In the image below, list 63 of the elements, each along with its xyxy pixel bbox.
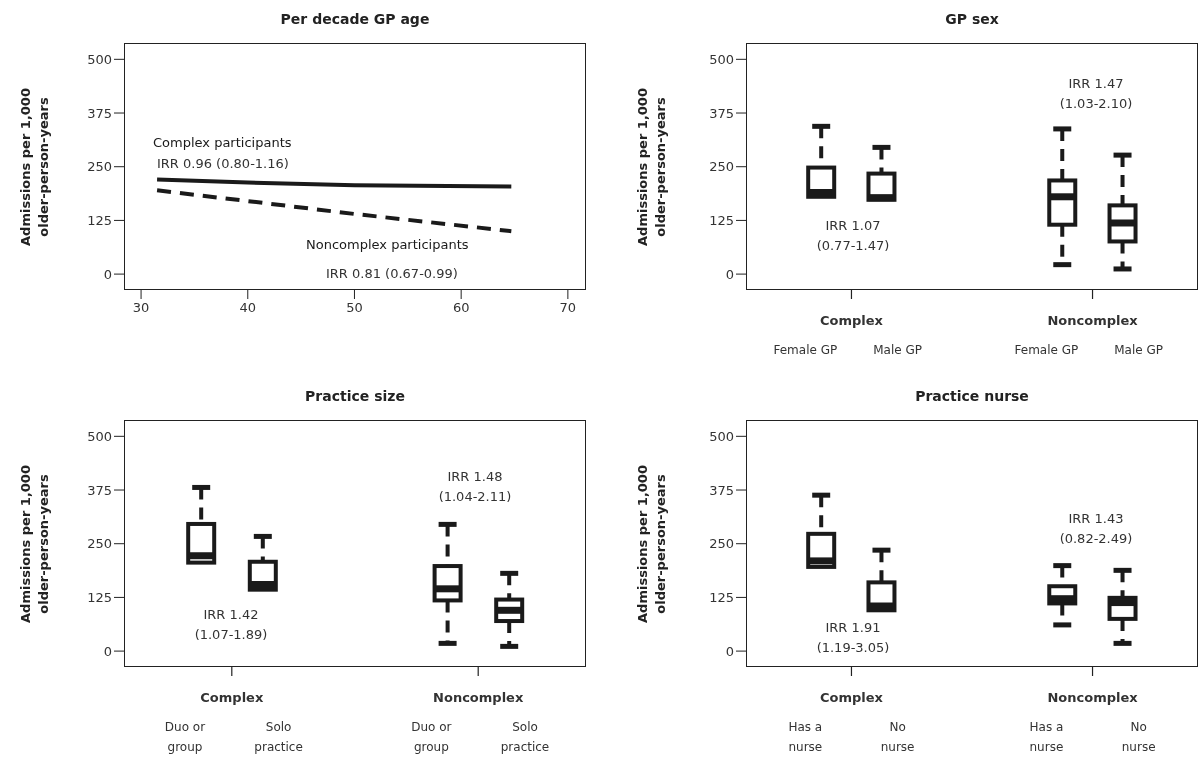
chart-title: Practice nurse [914, 388, 1030, 404]
y-tick-label: 500 [87, 428, 112, 444]
y-tick-label: 375 [709, 482, 734, 498]
annotation: IRR 1.42 (1.07-1.89) [194, 606, 268, 644]
annotation: IRR 1.07 (0.77-1.47) [816, 217, 890, 255]
x-tick-label: 70 [559, 300, 577, 316]
y-tick-label: 375 [87, 482, 112, 498]
y-tick-label: 0 [725, 643, 734, 659]
y-axis-title: Admissions per 1,000 older-person-years [634, 463, 669, 625]
chart-title: GP sex [944, 11, 1000, 27]
text: Noncomplex [1047, 312, 1138, 330]
y-tick-label: 250 [709, 536, 734, 552]
text: Noncomplex [1047, 689, 1138, 707]
y-axis-title: Admissions per 1,000 older-person-years [17, 86, 52, 248]
y-tick-label: 375 [87, 105, 112, 121]
y-tick-label: 250 [87, 159, 112, 175]
x-tick-label: Solo practice [254, 720, 303, 754]
y-tick-label: 125 [709, 213, 734, 229]
chart-title: Practice size [304, 388, 406, 404]
x-tick-label: Male GP [1114, 343, 1164, 357]
x-tick-label: No nurse [880, 720, 915, 754]
y-tick-label: 375 [709, 105, 734, 121]
x-tick-label: No nurse [1121, 720, 1156, 754]
line-series [155, 188, 514, 234]
x-tick-label: 30 [132, 300, 150, 316]
annotation: IRR 1.48 (1.04-2.11) [438, 468, 512, 506]
annotation: IRR 1.91 (1.19-3.05) [816, 619, 890, 657]
series-label: Noncomplex participants [306, 236, 469, 254]
y-tick-label: 250 [709, 159, 734, 175]
x-tick-label: 50 [346, 300, 363, 316]
text: Complex participants [153, 134, 292, 152]
y-tick-label: 125 [709, 590, 734, 606]
y-tick-label: 0 [725, 266, 734, 282]
y-tick-label: 500 [87, 51, 112, 67]
text: Noncomplex [433, 689, 524, 707]
y-tick-label: 125 [87, 590, 112, 606]
x-tick-label: Has a nurse [1029, 720, 1064, 754]
y-tick-label: 125 [87, 213, 112, 229]
y-tick-label: 0 [103, 266, 112, 282]
x-tick-label: Solo practice [500, 720, 550, 754]
annotation: IRR 0.81 (0.67-0.99) [326, 265, 458, 283]
x-tick-label: 40 [239, 300, 257, 316]
annotation: IRR 1.43 (0.82-2.49) [1059, 510, 1133, 548]
line-series [155, 177, 514, 189]
chart-title: Per decade GP age [279, 11, 431, 27]
x-tick-label: Female GP [1014, 343, 1079, 357]
text: Complex [200, 689, 264, 707]
y-axis-title: Admissions per 1,000 older-person-years [634, 86, 669, 248]
y-tick-label: 500 [709, 428, 734, 444]
y-tick-label: 0 [103, 643, 112, 659]
y-tick-label: 500 [709, 51, 734, 67]
x-tick-label: Duo or group [164, 720, 206, 754]
annotation: IRR 0.96 (0.80-1.16) [157, 155, 289, 173]
x-tick-label: Female GP [773, 343, 838, 357]
y-axis-title: Admissions per 1,000 older-person-years [17, 463, 52, 625]
x-tick-label: 60 [452, 300, 470, 316]
text: Complex [819, 312, 883, 330]
annotation: IRR 1.47 (1.03-2.10) [1059, 75, 1133, 113]
x-tick-label: Duo or group [411, 720, 452, 754]
y-tick-label: 250 [87, 536, 112, 552]
x-tick-label: Has a nurse [788, 720, 823, 754]
x-tick-label: Male GP [873, 343, 922, 357]
text: Complex [819, 689, 883, 707]
